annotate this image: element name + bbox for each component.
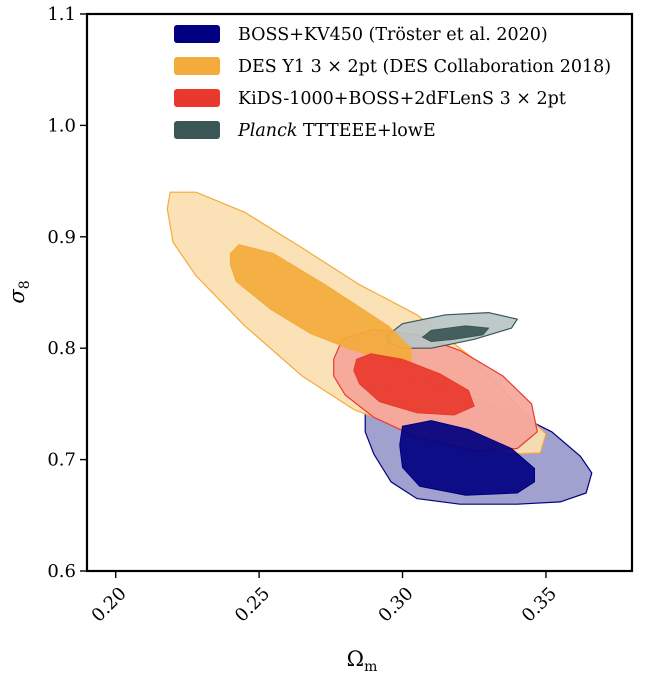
x-tick-label-1: 0.25 (231, 583, 274, 626)
legend-swatch-0 (174, 25, 220, 43)
legend-swatch-3 (174, 121, 220, 139)
y-axis-label: σ8 (5, 280, 33, 303)
x-axis-label: Ωm (347, 647, 378, 675)
legend-label-0: BOSS+KV450 (Tröster et al. 2020) (238, 25, 548, 45)
contour-inner-3 (421, 325, 490, 343)
contour-layer (166, 191, 593, 505)
y-axis-label-sub: 8 (17, 280, 33, 289)
y-tick-label-4: 1.0 (47, 115, 76, 136)
legend-label-italic-3: Planck (237, 121, 297, 141)
legend-swatch-2 (174, 89, 220, 107)
legend-label-3: Planck TTTEEE+lowE (237, 121, 436, 141)
x-tick-label-2: 0.30 (374, 583, 417, 626)
legend-label-1: DES Y1 3 × 2pt (DES Collaboration 2018) (238, 57, 611, 77)
contour-inner-0 (399, 420, 535, 496)
y-tick-label-5: 1.1 (47, 4, 76, 25)
legend-label-rest-3: TTTEEE+lowE (297, 121, 435, 141)
legend: BOSS+KV450 (Tröster et al. 2020) DES Y1 3… (174, 25, 611, 141)
legend-swatch-1 (174, 57, 220, 75)
y-tick-label-1: 0.7 (47, 450, 76, 471)
y-tick-label-0: 0.6 (47, 561, 76, 582)
legend-label-2: KiDS-1000+BOSS+2dFLenS 3 × 2pt (238, 89, 566, 109)
x-axis-label-sub: m (364, 659, 377, 675)
x-tick-label-3: 0.35 (518, 583, 561, 626)
x-axis-label-main: Ω (347, 647, 364, 671)
y-tick-label-2: 0.8 (47, 338, 76, 359)
plot-frame (85, 12, 634, 573)
y-axis-label-main: σ (5, 289, 29, 304)
contour-inner-2 (353, 353, 475, 416)
y-tick-label-3: 0.9 (47, 227, 76, 248)
x-tick-label-0: 0.20 (88, 583, 131, 626)
